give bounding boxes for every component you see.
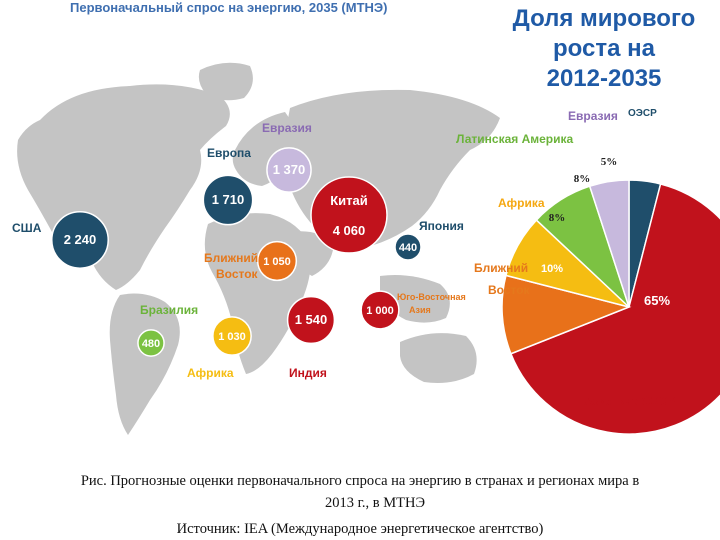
bubble-value-indiya: 1 540 (295, 312, 328, 327)
bubble-blizhniy-vostok (256, 240, 298, 282)
chart-svg: 2 240 США 1 710 Европа 1 370 Евразия 4 060 Кита… (12, 62, 720, 435)
bubble-label-blizhniy-vostok: Ближний Восток (204, 251, 259, 281)
pie-value-blizhniy-vostok: 10% (541, 263, 563, 275)
figure-caption: Рис. Прогнозные оценки первоначального с… (0, 470, 720, 540)
pie-label-blizhniy-vostok: Ближний Восток (474, 261, 531, 297)
map-australia (400, 333, 477, 383)
bubble-value-yugo-vostochnaya-aziya: 1 000 (366, 305, 394, 317)
bubble-label-evropa: Европа (207, 146, 251, 160)
pie-label-aziya-vne-oesr: Азия вне ОЭСР (584, 394, 676, 408)
bubble-kitay (310, 176, 388, 254)
pie-title: Доля мирового роста на 2012-2035 (488, 4, 720, 94)
bubble-label-yaponiya: Япония (419, 219, 464, 233)
pie-title-line1: Доля мирового роста на (512, 5, 696, 62)
map-title: Первоначальный спрос на энергию, 2035 (М… (70, 0, 388, 15)
source-line: Источник: IEA (Международное энергетичес… (176, 521, 544, 537)
bubble-label-afrika: Африка (187, 366, 234, 380)
pie-label-evraziya: Евразия (568, 109, 618, 123)
pie-label-afrika: Африка (498, 196, 545, 210)
bubble-label-indiya: Индия (289, 366, 327, 380)
pie-title-line2: 2012-2035 (546, 65, 662, 92)
caption-line-2: 2013 г., в МТНЭ (324, 495, 426, 511)
map-south-america (109, 293, 180, 435)
bubble-label-kitay: Китай (330, 193, 368, 208)
infographic: Первоначальный спрос на энергию, 2035 (М… (12, 0, 720, 435)
map-north-america (17, 84, 230, 290)
bubble-label-braziliya: Бразилия (140, 303, 198, 317)
bubble-yaponiya (394, 233, 422, 261)
bubble-value-blizhniy-vostok: 1 050 (263, 256, 291, 268)
bubble-value-braziliya: 480 (142, 338, 160, 350)
bubbles-layer: 2 240 США 1 710 Европа 1 370 Евразия 4 060 Кита… (12, 121, 466, 380)
pie-slice-blizhniy-vostok (501, 274, 632, 355)
map-greenland (198, 62, 253, 101)
pie-value-aziya-vne-oesr: 65% (644, 293, 670, 308)
bubble-evraziya (266, 147, 312, 193)
pie-label-latinskaya-amerika: Латинская Америка (456, 132, 574, 146)
pie-slice-aziya-vne-oesr (509, 183, 720, 435)
pie-slice-evraziya (588, 179, 630, 308)
bubble-value-evraziya: 1 370 (273, 162, 306, 177)
bubble-value-ssha: 2 240 (64, 232, 97, 247)
bubble-value-yaponiya: 440 (399, 242, 417, 254)
bubble-label-ssha: США (12, 221, 42, 235)
bubble-value-kitay: 4 060 (333, 223, 366, 238)
bubble-yugo-vostochnaya-aziya (360, 290, 400, 330)
pie-value-latinskaya-amerika: 8% (574, 173, 591, 185)
pie-value-oesr: 4% (625, 156, 641, 168)
bubble-label-evraziya: Евразия (262, 121, 312, 135)
bubble-afrika (212, 316, 252, 356)
bubble-ssha (51, 211, 109, 269)
bubble-evropa (202, 174, 254, 226)
pie-value-evraziya: 5% (601, 156, 618, 168)
bubble-indiya (286, 295, 336, 345)
pie-chart: 4% ОЭСР 65% Азия вне ОЭСР 10% Ближний Восток 8%… (456, 108, 720, 435)
bubble-value-evropa: 1 710 (212, 192, 245, 207)
bubble-value-afrika: 1 030 (218, 331, 246, 343)
pie-label-oesr: ОЭСР (628, 108, 657, 119)
bubble-label-yugo-vostochnaya-aziya: Юго-Восточная Азия (397, 292, 466, 315)
bubble-braziliya (137, 329, 165, 357)
caption-line-1: Рис. Прогнозные оценки первоначального с… (80, 473, 640, 489)
pie-value-afrika: 8% (549, 212, 566, 224)
